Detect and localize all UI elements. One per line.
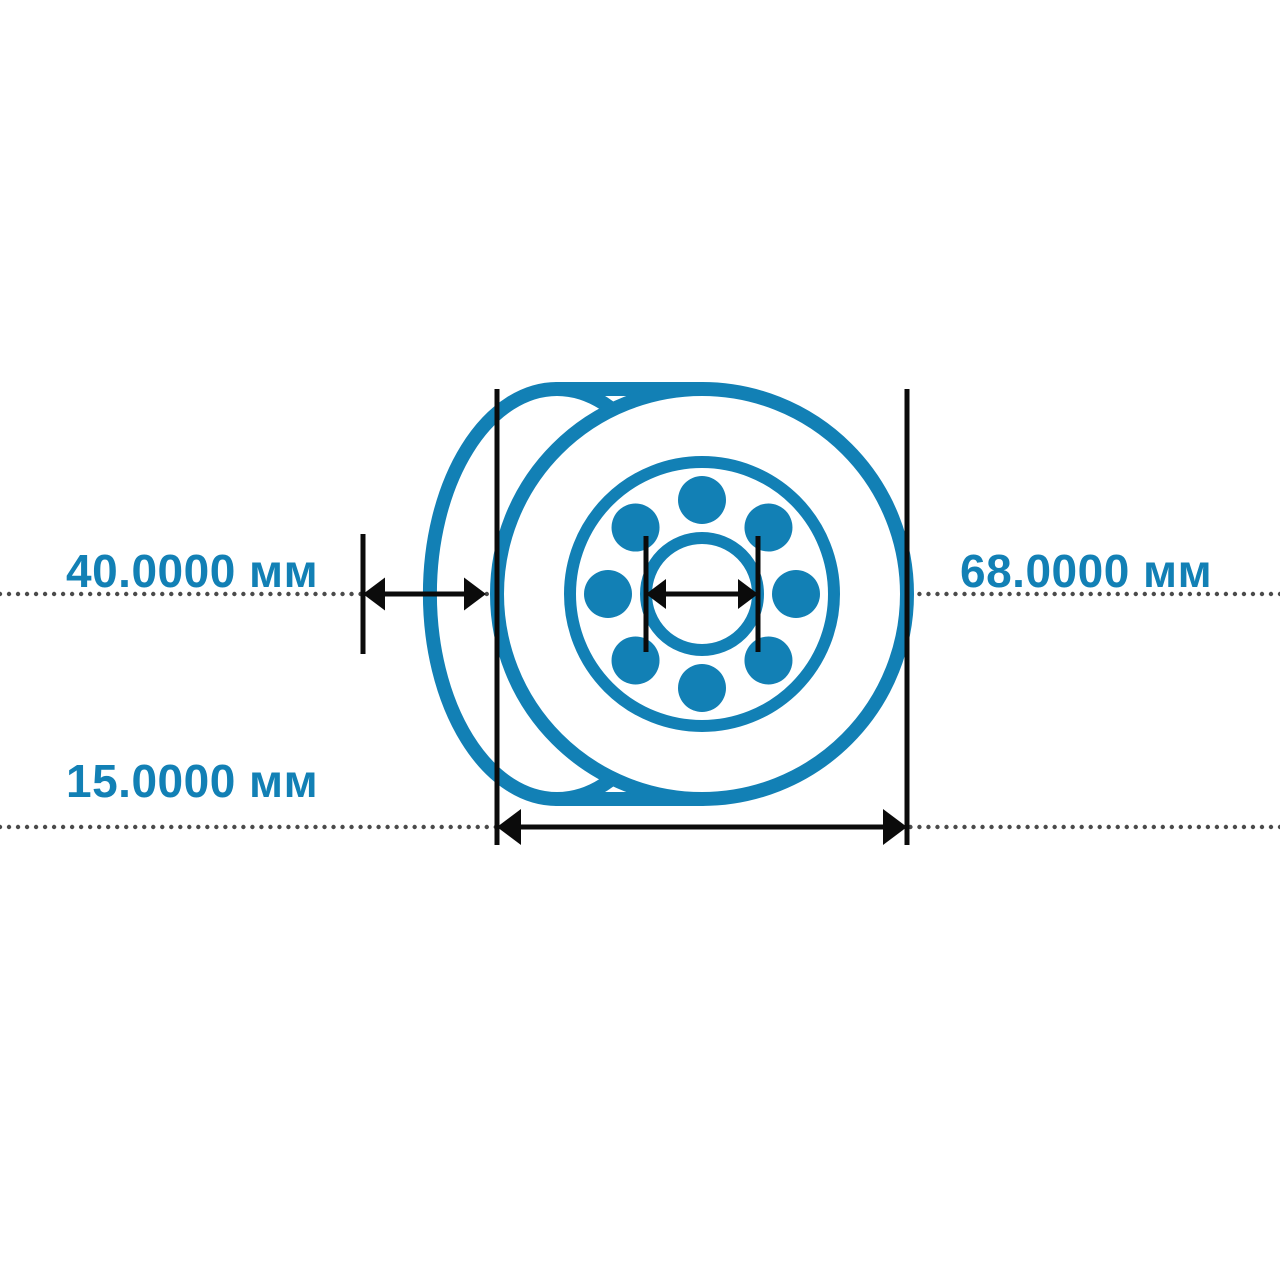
bore-diameter-label: 40.0000 мм	[66, 544, 318, 598]
bearing-dimension-diagram: 40.0000 мм 68.0000 мм 15.0000 мм	[0, 0, 1280, 1280]
diagram-svg	[0, 0, 1280, 1280]
width-label: 15.0000 мм	[66, 754, 318, 808]
outer-diameter-label: 68.0000 мм	[960, 544, 1212, 598]
